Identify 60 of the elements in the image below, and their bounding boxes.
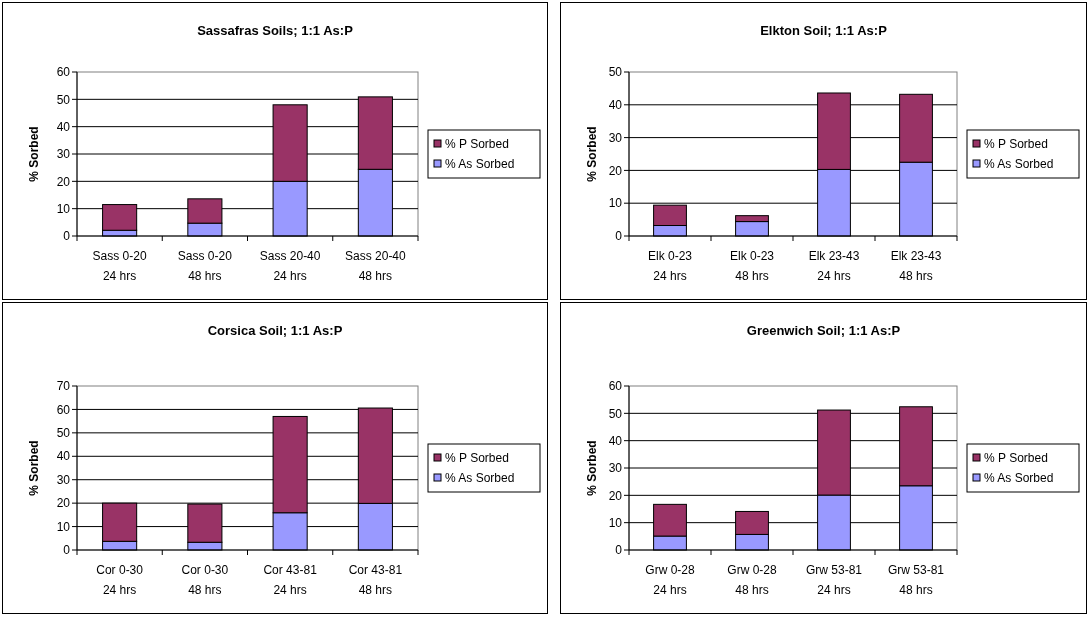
y-tick-label: 40: [56, 119, 71, 134]
y-tick-label: 10: [608, 196, 623, 211]
y-tick-label: 70: [56, 379, 71, 394]
y-tick-label: 20: [56, 174, 71, 189]
x-tick-label: Sass 20-40 48 hrs: [345, 249, 407, 283]
y-axis-title: % Sorbed: [585, 440, 599, 496]
y-tick-label: 40: [608, 98, 623, 112]
x-tick-label: Elk 23-43 24 hrs: [808, 249, 860, 283]
y-tick-label: 30: [608, 130, 623, 145]
x-tick-label: Grw 0-28 48 hrs: [727, 563, 777, 597]
legend-label: % As Sorbed: [984, 471, 1054, 486]
y-tick-label: 0: [63, 543, 71, 558]
y-tick-label: 20: [56, 496, 71, 511]
y-tick-label: 50: [608, 65, 623, 80]
x-tick-label: Cor 43-81 24 hrs: [263, 563, 318, 597]
y-tick-label: 10: [56, 519, 71, 534]
legend-label: % As Sorbed: [445, 157, 515, 172]
y-tick-label: 30: [56, 147, 71, 162]
y-tick-label: 10: [56, 201, 71, 216]
y-tick-label: 30: [56, 472, 71, 487]
y-axis-title: % Sorbed: [27, 440, 41, 496]
y-tick-label: 40: [608, 433, 623, 448]
x-tick-label: Cor 43-81 48 hrs: [348, 563, 403, 597]
y-tick-label: 60: [56, 65, 71, 80]
chart-title: Sassafras Soils; 1:1 As:P: [197, 23, 354, 38]
y-tick-label: 60: [608, 379, 623, 394]
y-axis-title: % Sorbed: [27, 126, 41, 182]
legend-label: % As Sorbed: [984, 157, 1054, 172]
legend-label: % P Sorbed: [445, 137, 509, 152]
chart-title: Corsica Soil; 1:1 As:P: [207, 323, 343, 338]
y-tick-label: 50: [56, 426, 71, 441]
x-tick-label: Grw 53-81 48 hrs: [887, 563, 945, 597]
x-tick-label: Sass 20-40 24 hrs: [259, 249, 321, 283]
legend-label: % P Sorbed: [445, 451, 509, 466]
y-tick-label: 20: [608, 163, 623, 178]
x-tick-label: Elk 0-23 24 hrs: [647, 249, 693, 283]
y-tick-label: 10: [608, 515, 623, 530]
x-tick-label: Cor 0-30 24 hrs: [96, 563, 144, 597]
x-tick-label: Grw 0-28 24 hrs: [645, 563, 695, 597]
x-tick-label: Sass 0-20 48 hrs: [177, 249, 233, 283]
legend-label: % As Sorbed: [445, 471, 515, 486]
y-tick-label: 50: [56, 92, 71, 107]
x-tick-label: Elk 0-23 48 hrs: [729, 249, 775, 283]
y-tick-label: 20: [608, 488, 623, 503]
y-tick-label: 50: [608, 406, 623, 421]
y-axis-title: % Sorbed: [585, 126, 599, 182]
y-tick-label: 0: [63, 229, 71, 244]
y-tick-label: 60: [56, 402, 71, 417]
y-tick-label: 0: [615, 543, 623, 558]
y-tick-label: 0: [615, 229, 623, 244]
y-tick-label: 30: [608, 461, 623, 476]
chart-title: Elkton Soil; 1:1 As:P: [760, 23, 888, 38]
x-tick-label: Sass 0-20 24 hrs: [92, 249, 147, 283]
y-tick-label: 40: [56, 449, 71, 464]
legend-label: % P Sorbed: [984, 137, 1048, 152]
x-tick-label: Elk 23-43 48 hrs: [890, 249, 942, 283]
legend-label: % P Sorbed: [984, 451, 1048, 466]
x-tick-label: Cor 0-30 48 hrs: [181, 563, 229, 597]
x-tick-label: Grw 53-81 24 hrs: [805, 563, 863, 597]
chart-title: Greenwich Soil; 1:1 As:P: [746, 323, 901, 338]
